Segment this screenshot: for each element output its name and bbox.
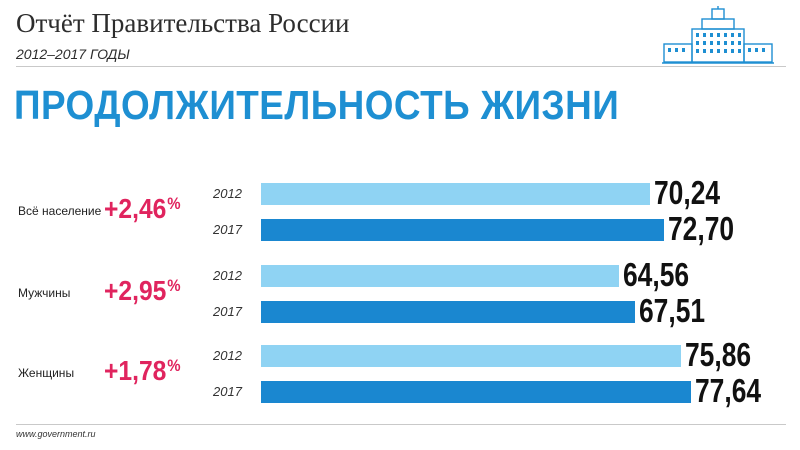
change-value: +2,46 [104,193,167,224]
value-label: 75,86 [685,336,752,373]
year-label: 2012 [213,348,242,363]
value-label: 67,51 [639,292,706,329]
year-label: 2017 [213,384,242,399]
category-label: Всё население [18,204,102,218]
change-unit: % [167,276,181,295]
value-label: 72,70 [668,210,735,247]
value-label: 77,64 [695,372,762,409]
category-label: Мужчины [18,286,71,300]
bar-2017 [261,381,691,403]
change-unit: % [167,356,181,375]
report-period: 2012–2017 ГОДЫ [16,46,130,62]
government-building-icon [662,6,774,64]
change-percent: +2,46% [104,193,201,225]
change-percent: +2,95% [104,275,201,307]
bar-2012 [261,345,681,367]
value-label: 70,24 [654,174,721,211]
year-label: 2017 [213,304,242,319]
page-title: ПРОДОЛЖИТЕЛЬНОСТЬ ЖИЗНИ [14,82,620,128]
header-divider [16,66,786,67]
year-label: 2017 [213,222,242,237]
bar-2017 [261,301,635,323]
source-link[interactable]: www.government.ru [16,429,96,439]
report-title: Отчёт Правительства России [16,8,350,38]
value-label: 64,56 [623,256,690,293]
bar-2012 [261,183,650,205]
bar-2012 [261,265,619,287]
category-label: Женщины [18,366,75,380]
year-label: 2012 [213,186,242,201]
change-value: +2,95 [104,275,167,306]
footer-divider [16,424,786,425]
year-label: 2012 [213,268,242,283]
change-unit: % [167,194,181,213]
bar-2017 [261,219,664,241]
change-percent: +1,78% [104,355,201,387]
change-value: +1,78 [104,355,167,386]
